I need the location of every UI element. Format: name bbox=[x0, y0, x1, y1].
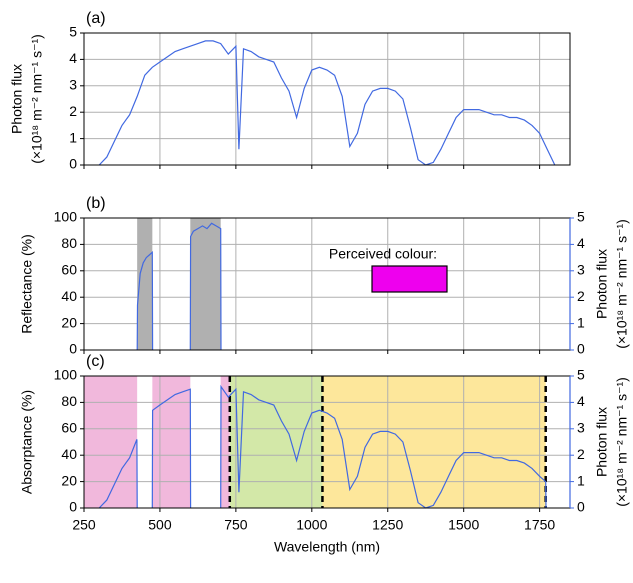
y-axis-label: Photon flux bbox=[9, 64, 25, 134]
y-tick-label: 80 bbox=[61, 235, 77, 251]
axes-frame bbox=[83, 217, 571, 351]
y-tick-label: 0 bbox=[69, 341, 77, 357]
y2-tick-label: 2 bbox=[577, 446, 585, 462]
y2-tick-label: 1 bbox=[577, 472, 585, 488]
y-tick-label: 20 bbox=[61, 314, 77, 330]
y-tick-label: 100 bbox=[54, 367, 78, 383]
x-tick-label: 1250 bbox=[372, 517, 403, 533]
y2-axis-label: (×10¹⁸ m⁻² nm⁻¹ s⁻¹) bbox=[614, 377, 630, 507]
y2-tick-label: 0 bbox=[577, 341, 585, 357]
y2-tick-label: 2 bbox=[577, 288, 585, 304]
axes-frame bbox=[83, 32, 571, 166]
x-tick-label: 750 bbox=[224, 517, 248, 533]
x-tick-label: 1500 bbox=[448, 517, 479, 533]
y-axis-label: Absorptance (%) bbox=[19, 390, 35, 494]
series-line bbox=[136, 222, 222, 351]
x-tick-label: 1750 bbox=[524, 517, 555, 533]
y-tick-label: 80 bbox=[61, 393, 77, 409]
y-tick-label: 5 bbox=[69, 24, 77, 40]
y2-tick-label: 5 bbox=[577, 209, 585, 225]
y-axis-label: (×10¹⁸ m⁻² nm⁻¹ s⁻¹) bbox=[29, 34, 45, 164]
colour-swatch bbox=[371, 265, 448, 293]
y2-tick-label: 0 bbox=[577, 499, 585, 515]
band bbox=[322, 376, 546, 508]
y2-tick-label: 1 bbox=[577, 314, 585, 330]
y2-axis-label: Photon flux bbox=[594, 249, 610, 319]
y-tick-label: 40 bbox=[61, 446, 77, 462]
y2-tick-label: 4 bbox=[577, 393, 585, 409]
y-tick-label: 0 bbox=[69, 156, 77, 172]
series-line bbox=[98, 40, 556, 166]
y-tick-label: 20 bbox=[61, 472, 77, 488]
y-tick-label: 60 bbox=[61, 262, 77, 278]
x-tick-label: 250 bbox=[72, 517, 96, 533]
band bbox=[220, 376, 230, 508]
series-line bbox=[98, 384, 547, 509]
band bbox=[190, 218, 221, 350]
y2-tick-label: 3 bbox=[577, 262, 585, 278]
y-tick-label: 0 bbox=[69, 499, 77, 515]
x-tick-label: 500 bbox=[148, 517, 172, 533]
y-tick-label: 2 bbox=[69, 103, 77, 119]
y-tick-label: 60 bbox=[61, 420, 77, 436]
panel-label: (c) bbox=[86, 353, 105, 370]
y-tick-label: 4 bbox=[69, 50, 77, 66]
y-axis-label: Reflectance (%) bbox=[19, 234, 35, 334]
band bbox=[84, 376, 138, 508]
y2-tick-label: 5 bbox=[577, 367, 585, 383]
y2-axis-label: Photon flux bbox=[594, 407, 610, 477]
y-tick-label: 3 bbox=[69, 77, 77, 93]
annotation: Perceived colour: bbox=[329, 246, 437, 262]
y-tick-label: 100 bbox=[54, 209, 78, 225]
band bbox=[137, 218, 153, 350]
y2-tick-label: 4 bbox=[577, 235, 585, 251]
x-tick-label: 1000 bbox=[296, 517, 327, 533]
y-tick-label: 1 bbox=[69, 129, 77, 145]
x-axis-label: Wavelength (nm) bbox=[274, 539, 380, 555]
y2-tick-label: 3 bbox=[577, 420, 585, 436]
y-tick-label: 40 bbox=[61, 288, 77, 304]
y2-axis-label: (×10¹⁸ m⁻² nm⁻¹ s⁻¹) bbox=[614, 219, 630, 349]
panel-label: (a) bbox=[86, 10, 106, 27]
band bbox=[229, 376, 323, 508]
panel-label: (b) bbox=[86, 195, 106, 212]
band bbox=[152, 376, 191, 508]
